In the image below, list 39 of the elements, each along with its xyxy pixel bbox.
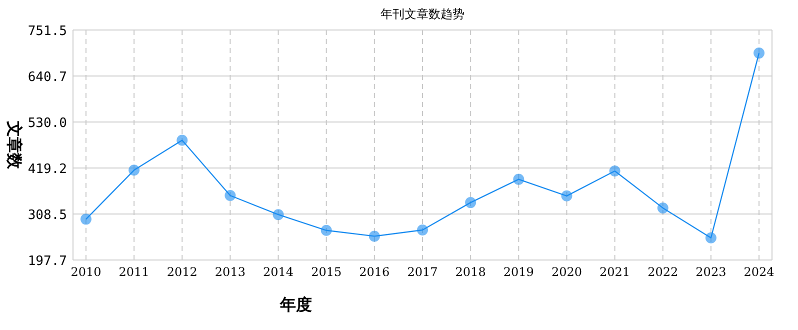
x-tick-label: 2017	[407, 265, 438, 279]
y-tick-label: 308.5	[28, 208, 67, 223]
x-tick-label: 2019	[503, 265, 534, 279]
point	[657, 202, 668, 214]
point	[272, 209, 284, 220]
x-tick-label: 2016	[359, 265, 390, 279]
point	[224, 190, 236, 201]
x-tick-label: 2014	[263, 265, 294, 279]
x-tick-label: 2022	[648, 265, 678, 279]
x-tick-label: 2018	[455, 265, 486, 279]
point	[417, 224, 428, 236]
x-tick-label: 2011	[118, 265, 150, 279]
point	[513, 174, 524, 185]
point	[80, 214, 92, 225]
x-tick-label: 2023	[696, 265, 726, 279]
x-tick-label: 2015	[311, 265, 342, 279]
x-tick-label: 2020	[551, 265, 582, 279]
y-tick-label: 530.0	[28, 116, 67, 131]
point	[320, 224, 332, 236]
y-tick-label: 640.7	[28, 70, 67, 86]
x-tick-label: 2021	[600, 265, 630, 279]
point	[561, 190, 572, 202]
y-tick-label: 419.2	[28, 162, 67, 178]
point	[176, 134, 188, 146]
chart-title: 年刊文章数趋势	[380, 7, 464, 21]
x-tick-label: 2024	[744, 265, 775, 279]
x-axis-title: 年度	[279, 295, 312, 314]
point	[609, 166, 620, 176]
point	[754, 48, 765, 59]
x-tick-label: 2013	[214, 265, 246, 279]
y-tick-label: 197.7	[28, 254, 67, 269]
point	[465, 197, 476, 208]
x-tick-label: 2012	[166, 265, 198, 279]
y-tick-label: 751.5	[28, 24, 67, 39]
point	[128, 164, 140, 176]
point	[705, 232, 716, 244]
y-axis-title: 文章数	[5, 120, 24, 170]
x-tick-label: 2010	[70, 265, 102, 279]
point	[368, 230, 380, 242]
